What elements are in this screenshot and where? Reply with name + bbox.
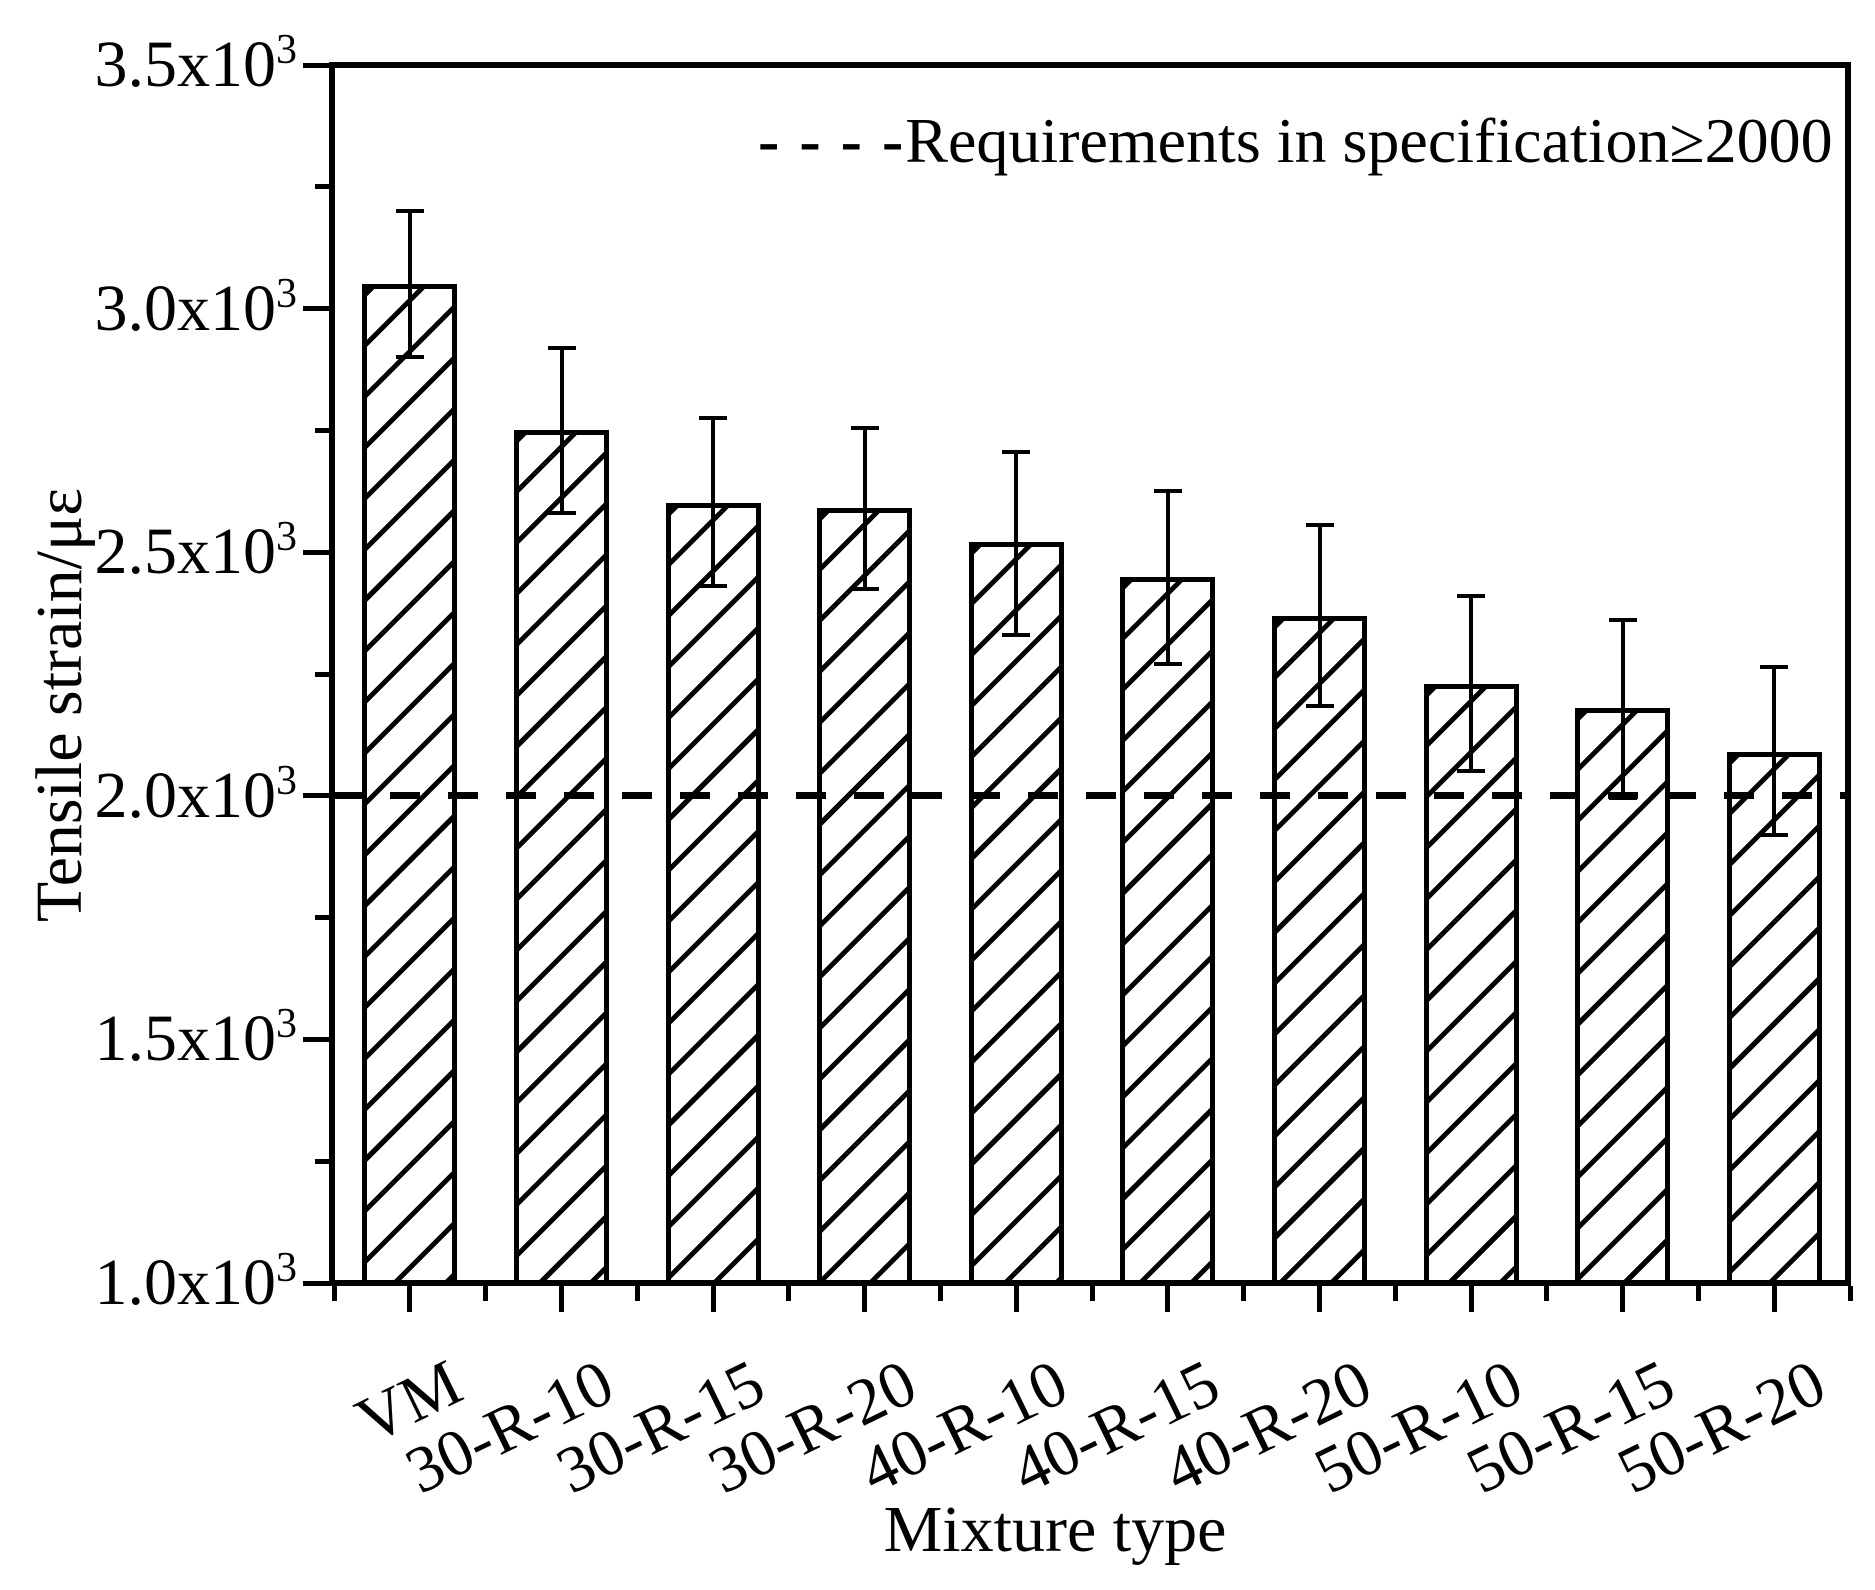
bar-30-R-20: [817, 508, 913, 1286]
y-axis-title: Tensile strain/με: [23, 487, 96, 923]
bar-40-R-10: [968, 542, 1064, 1286]
x-axis-title: Mixture type: [883, 1493, 1227, 1566]
y-minor-tick: [315, 915, 332, 921]
x-major-tick: [1468, 1286, 1474, 1312]
y-tick-label: 1.0x103: [94, 1245, 298, 1319]
y-minor-tick: [315, 1158, 332, 1164]
legend: - - - -Requirements in specification≥200…: [758, 105, 1833, 177]
error-bar-cap-bottom: [1760, 832, 1789, 837]
bar-30-R-10: [514, 430, 610, 1286]
bar-40-R-15: [1120, 576, 1216, 1286]
y-tick-label: 3.5x103: [94, 27, 298, 101]
error-bar-stem: [711, 418, 716, 587]
reference-line: [332, 792, 1848, 800]
y-major-tick: [303, 1036, 332, 1042]
x-minor-tick: [1847, 1286, 1853, 1301]
x-major-tick: [1165, 1286, 1171, 1312]
x-major-tick: [862, 1286, 868, 1312]
error-bar-cap-top: [395, 209, 424, 214]
bar-VM: [362, 284, 458, 1286]
error-bar-cap-top: [1305, 523, 1334, 528]
x-major-tick: [559, 1286, 565, 1312]
x-minor-tick: [1089, 1286, 1095, 1301]
legend-dash-symbol: - - - -: [758, 105, 906, 176]
error-bar-stem: [1165, 491, 1170, 665]
x-minor-tick: [1241, 1286, 1247, 1301]
error-bar-cap-top: [699, 416, 728, 421]
x-major-tick: [1013, 1286, 1019, 1312]
y-tick-label: 2.0x103: [94, 757, 298, 832]
x-minor-tick: [331, 1286, 337, 1301]
error-bar-cap-top: [1760, 664, 1789, 669]
error-bar-cap-top: [547, 345, 576, 350]
error-bar-cap-bottom: [850, 586, 879, 591]
y-major-tick: [303, 549, 332, 555]
error-bar-cap-bottom: [699, 584, 728, 589]
x-minor-tick: [1544, 1286, 1550, 1301]
error-bar-stem: [862, 427, 867, 589]
y-minor-tick: [315, 671, 332, 677]
y-tick-label: 3.0x103: [94, 270, 298, 345]
error-bar-cap-top: [850, 425, 879, 430]
bar-50-R-20: [1726, 751, 1822, 1286]
x-minor-tick: [634, 1286, 640, 1301]
y-major-tick: [303, 306, 332, 312]
y-tick-label: 1.5x103: [94, 1001, 298, 1076]
error-bar-stem: [1772, 666, 1777, 835]
error-bar-cap-bottom: [1305, 703, 1334, 708]
x-major-tick: [710, 1286, 716, 1312]
y-major-tick: [303, 1280, 332, 1286]
error-bar-stem: [559, 347, 564, 514]
error-bar-stem: [1317, 525, 1322, 706]
error-bar-cap-bottom: [547, 511, 576, 516]
y-minor-tick: [315, 184, 332, 190]
error-bar-cap-top: [1457, 594, 1486, 599]
bar-50-R-10: [1423, 683, 1519, 1286]
bar-40-R-20: [1272, 615, 1368, 1286]
error-bar-stem: [1620, 620, 1625, 799]
x-minor-tick: [1392, 1286, 1398, 1301]
y-major-tick: [303, 793, 332, 799]
error-bar-cap-bottom: [1153, 662, 1182, 667]
x-major-tick: [1317, 1286, 1323, 1312]
error-bar-cap-top: [1153, 489, 1182, 494]
x-major-tick: [407, 1286, 413, 1312]
x-minor-tick: [483, 1286, 489, 1301]
error-bar-stem: [407, 211, 412, 358]
x-minor-tick: [1696, 1286, 1702, 1301]
error-bar-stem: [1469, 596, 1474, 772]
x-minor-tick: [786, 1286, 792, 1301]
bar-30-R-15: [665, 503, 761, 1286]
error-bar-cap-top: [1002, 450, 1031, 455]
error-bar-cap-top: [1608, 618, 1637, 623]
error-bar-cap-bottom: [1457, 769, 1486, 774]
x-minor-tick: [938, 1286, 944, 1301]
y-tick-label: 2.5x103: [94, 514, 298, 589]
y-minor-tick: [315, 427, 332, 433]
x-major-tick: [1620, 1286, 1626, 1312]
error-bar-stem: [1014, 452, 1019, 635]
bar-50-R-15: [1575, 708, 1671, 1286]
legend-label: Requirements in specification≥2000: [905, 105, 1833, 176]
y-major-tick: [303, 62, 332, 68]
error-bar-cap-bottom: [395, 355, 424, 360]
x-major-tick: [1771, 1286, 1777, 1312]
error-bar-cap-bottom: [1002, 633, 1031, 638]
